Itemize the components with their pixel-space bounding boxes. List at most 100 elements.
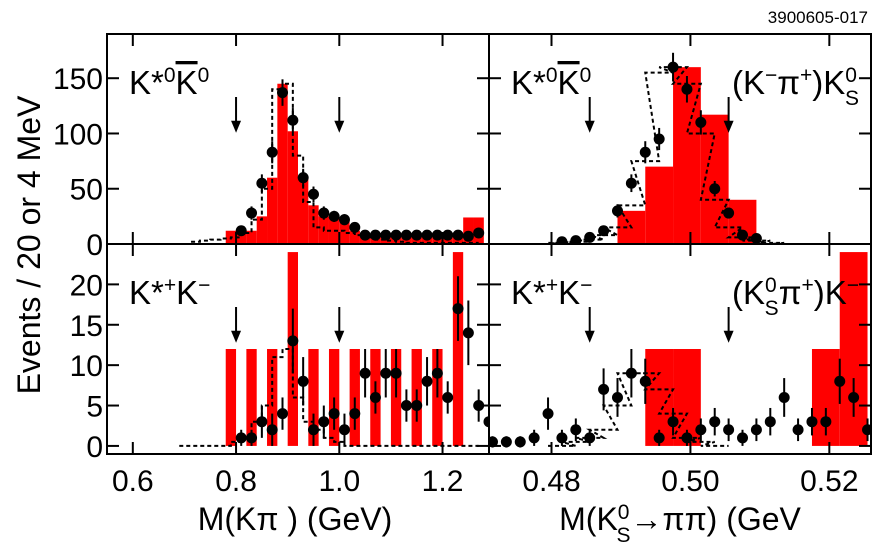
window-arrow-head [334, 120, 345, 133]
panel-label-sup: + [164, 274, 176, 297]
data-point [266, 424, 278, 436]
x-tick-label: 0.48 [522, 465, 580, 498]
decay-sub: S [765, 297, 779, 320]
window-arrow-head [723, 120, 734, 133]
panel-label: K*0K0 [511, 64, 591, 101]
data-point [862, 424, 871, 436]
y-tick-label: 15 [70, 310, 103, 343]
data-point [307, 188, 319, 200]
data-point [462, 230, 474, 242]
histogram-bar [236, 230, 247, 244]
data-point [723, 424, 735, 436]
window-arrow-head [231, 120, 242, 133]
panel-label-sup: 0 [164, 64, 176, 87]
plot-area [179, 79, 485, 244]
x-tick-label: 1.2 [422, 465, 464, 498]
data-point [737, 229, 749, 241]
data-point [307, 424, 319, 436]
data-point [500, 436, 512, 448]
figure-id: 3900605-017 [768, 8, 868, 27]
data-point [246, 207, 258, 219]
decay-part: π [777, 64, 800, 101]
histogram-bar [225, 349, 237, 446]
data-point [625, 177, 637, 189]
decay-sup: + [800, 64, 812, 87]
panel-label-base: K* [511, 274, 546, 311]
x-title-right-part-2: →ππ) (GeV [630, 501, 801, 537]
data-point [400, 229, 412, 241]
data-point [489, 436, 498, 448]
data-point [349, 408, 361, 420]
data-point [287, 114, 299, 126]
histogram-bar [298, 177, 309, 244]
decay-part: (K [732, 64, 765, 101]
data-point [639, 146, 651, 158]
x-axis-title-right: M(K0 S→ππ) (GeV [559, 501, 801, 547]
data-point [528, 432, 540, 444]
data-point [287, 335, 299, 347]
panel-label-sup: + [546, 274, 558, 297]
data-point [318, 416, 330, 428]
panel-label-base2: K [176, 64, 198, 101]
decay-sup: − [847, 274, 859, 297]
data-point [266, 146, 278, 158]
histogram-bar [277, 83, 288, 244]
data-point [483, 416, 489, 428]
data-point [848, 391, 860, 403]
histogram-bar [267, 177, 278, 244]
y-axis-title: Events / 20 or 4 MeV [11, 95, 47, 394]
y-tick-label: 0 [86, 229, 103, 262]
x-tick-label: 0.6 [112, 465, 154, 498]
data-point [452, 303, 464, 315]
data-point [820, 416, 832, 428]
window-arrow-head [584, 120, 595, 133]
data-point [359, 229, 371, 241]
data-point [653, 432, 665, 444]
data-point [411, 400, 423, 412]
decay-part: π [779, 274, 802, 311]
x-tick-label: 0.8 [215, 465, 257, 498]
data-point [737, 432, 749, 444]
histogram-bar [246, 230, 257, 244]
data-point [380, 229, 392, 241]
decay-label: (K−π+)K0 S [732, 64, 859, 110]
panel-label-sup2: 0 [198, 64, 210, 87]
data-point [598, 225, 610, 237]
panel-bottom-left: 0 5 10 15 20 0.6 0.8 1.0 1.2 K*+K− [70, 243, 490, 498]
panel-label: K*+K− [511, 274, 592, 311]
plot-area [489, 252, 871, 448]
decay-sub: S [845, 87, 859, 110]
x-tick-label: 1.0 [318, 465, 360, 498]
panel-label-base2: K [558, 64, 580, 101]
histogram-bar [256, 216, 268, 244]
data-point [380, 367, 392, 379]
window-arrow-head [584, 330, 595, 343]
decay-label: (K0 Sπ+)K− [732, 274, 859, 320]
data-point [318, 207, 330, 219]
data-point [778, 391, 790, 403]
histogram-bar [463, 217, 474, 244]
data-point [611, 205, 623, 217]
data-point [411, 229, 423, 241]
data-point [709, 416, 721, 428]
decay-part: (K [732, 274, 765, 311]
data-point [246, 432, 258, 444]
data-point [369, 391, 381, 403]
data-point [421, 229, 433, 241]
data-point [750, 232, 762, 244]
window-arrow-head [231, 330, 242, 343]
histogram-bar [349, 230, 360, 244]
window-arrow-head [334, 330, 345, 343]
data-point [792, 424, 804, 436]
expectation-curve [179, 82, 479, 244]
panel-top-right: K*0K0 (K−π+)K0 S [488, 33, 872, 245]
data-point [359, 367, 371, 379]
data-point [421, 375, 433, 387]
decay-sup: − [765, 64, 777, 87]
data-point [681, 432, 693, 444]
y-tick-label: 0 [86, 431, 103, 464]
panel-label-base2: K [176, 274, 198, 311]
y-tick-label: 150 [53, 63, 103, 96]
data-point [695, 424, 707, 436]
data-point [277, 87, 289, 99]
